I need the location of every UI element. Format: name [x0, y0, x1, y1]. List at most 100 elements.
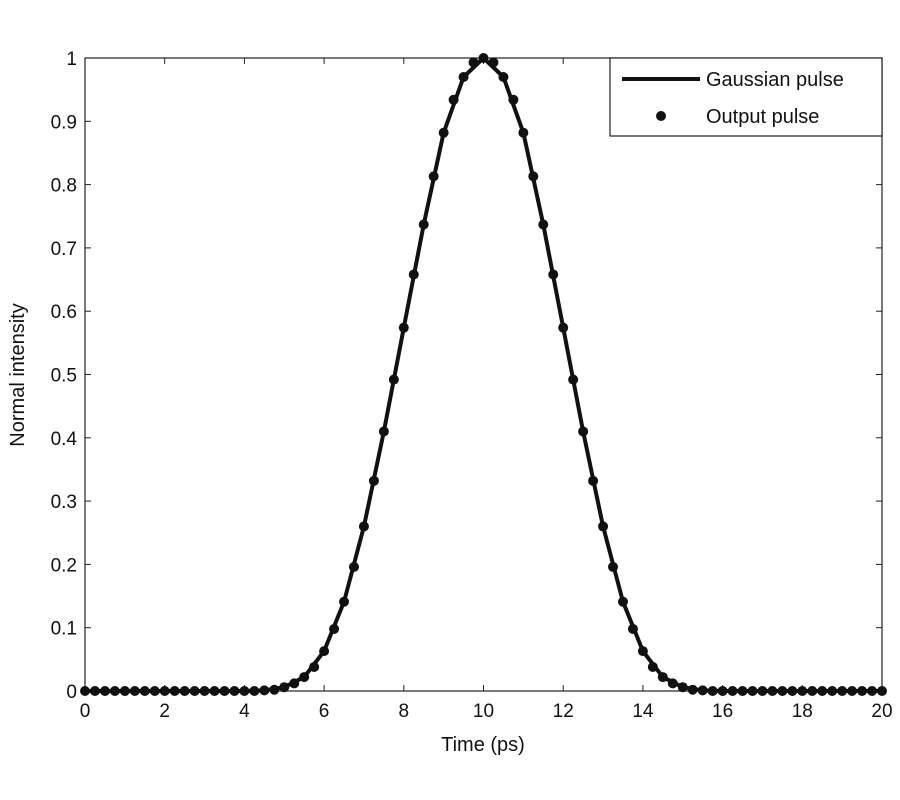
data-point [219, 686, 230, 696]
data-point [488, 57, 499, 68]
data-point [498, 71, 509, 82]
data-point [538, 219, 549, 230]
data-point [239, 686, 250, 696]
x-tick-label: 8 [399, 701, 410, 722]
data-point [269, 684, 280, 695]
x-tick-label: 0 [80, 701, 91, 722]
data-point [89, 686, 100, 696]
data-point [448, 94, 459, 105]
data-point [348, 561, 359, 572]
data-point [358, 521, 369, 532]
data-point [139, 686, 150, 696]
data-point [797, 686, 808, 696]
y-tick-label: 0.4 [51, 429, 78, 450]
data-point [827, 686, 838, 696]
y-tick-label: 0.5 [51, 366, 77, 387]
data-point [518, 127, 529, 138]
data-point [558, 322, 569, 333]
data-point [647, 661, 658, 672]
data-point [159, 686, 170, 696]
data-point [608, 561, 619, 572]
data-point [398, 322, 409, 333]
data-point [378, 426, 389, 437]
data-point [189, 686, 200, 696]
y-tick-label: 0.7 [51, 239, 77, 260]
data-point [568, 374, 579, 385]
data-point [229, 686, 240, 696]
data-point [548, 269, 559, 280]
data-point [508, 94, 519, 105]
legend-label-output: Output pulse [706, 106, 819, 128]
data-point [627, 623, 638, 634]
data-point [119, 686, 130, 696]
data-point [408, 269, 419, 280]
data-point [867, 686, 878, 696]
data-point [299, 672, 310, 683]
x-tick-label: 6 [319, 701, 330, 722]
y-tick-label: 0.2 [51, 555, 77, 576]
series-layer [80, 53, 887, 696]
data-point [80, 686, 90, 696]
x-tick-label: 14 [632, 701, 654, 722]
data-point [279, 682, 290, 693]
data-point [289, 678, 300, 689]
plot-area-frame [84, 57, 883, 692]
x-tick-label: 10 [473, 701, 494, 722]
x-tick-label: 2 [159, 701, 170, 722]
data-point [129, 686, 140, 696]
data-point [259, 685, 270, 696]
x-tick-label: 20 [871, 701, 892, 722]
x-axis-label: Time (ps) [441, 734, 525, 756]
data-point [169, 686, 180, 696]
data-point [837, 686, 848, 696]
data-point [657, 672, 668, 683]
data-point [767, 686, 778, 696]
data-point [149, 686, 160, 696]
data-point [528, 171, 539, 182]
data-point [598, 521, 609, 532]
legend-label-gaussian: Gaussian pulse [706, 69, 844, 91]
data-point [588, 475, 599, 486]
data-point [468, 57, 479, 68]
x-tick-label: 16 [712, 701, 733, 722]
x-tick-label: 4 [239, 701, 250, 722]
data-point [677, 682, 688, 693]
x-tick-label: 12 [553, 701, 574, 722]
data-point [777, 686, 788, 696]
y-tick-label: 0.1 [51, 619, 77, 640]
data-point [857, 686, 868, 696]
y-tick-label: 0 [66, 682, 77, 703]
y-tick-labels: 0 0.1 0.2 0.3 0.4 0.5 0.6 0.7 0.8 0.9 1 [51, 49, 78, 703]
data-point [109, 686, 120, 696]
legend-dot-swatch [656, 111, 666, 121]
y-tick-label: 0.8 [51, 176, 77, 197]
data-point [807, 686, 818, 696]
data-point [99, 686, 110, 696]
data-point [339, 596, 350, 607]
y-tick-label: 0.9 [51, 112, 77, 133]
data-point [737, 686, 748, 696]
data-point [179, 686, 190, 696]
data-point [418, 219, 429, 230]
y-axis-label: Normal intensity [7, 303, 29, 446]
data-point [757, 686, 768, 696]
data-point [617, 596, 628, 607]
legend: Gaussian pulse Output pulse [609, 57, 883, 137]
data-point [747, 686, 758, 696]
data-point [388, 374, 399, 385]
data-point [329, 623, 340, 634]
data-point [707, 686, 718, 696]
data-point [847, 686, 858, 696]
data-point [249, 686, 260, 696]
data-point [309, 661, 320, 672]
data-point [727, 686, 738, 696]
data-point [458, 71, 469, 82]
series-points-output-pulse [80, 53, 887, 696]
y-tick-label: 0.6 [51, 302, 77, 323]
data-point [478, 53, 489, 63]
y-tick-label: 0.3 [51, 492, 77, 513]
data-point [717, 686, 728, 696]
x-tick-labels: 0 2 4 6 8 10 12 14 16 18 20 [80, 701, 893, 722]
data-point [667, 678, 678, 689]
data-point [697, 685, 708, 696]
